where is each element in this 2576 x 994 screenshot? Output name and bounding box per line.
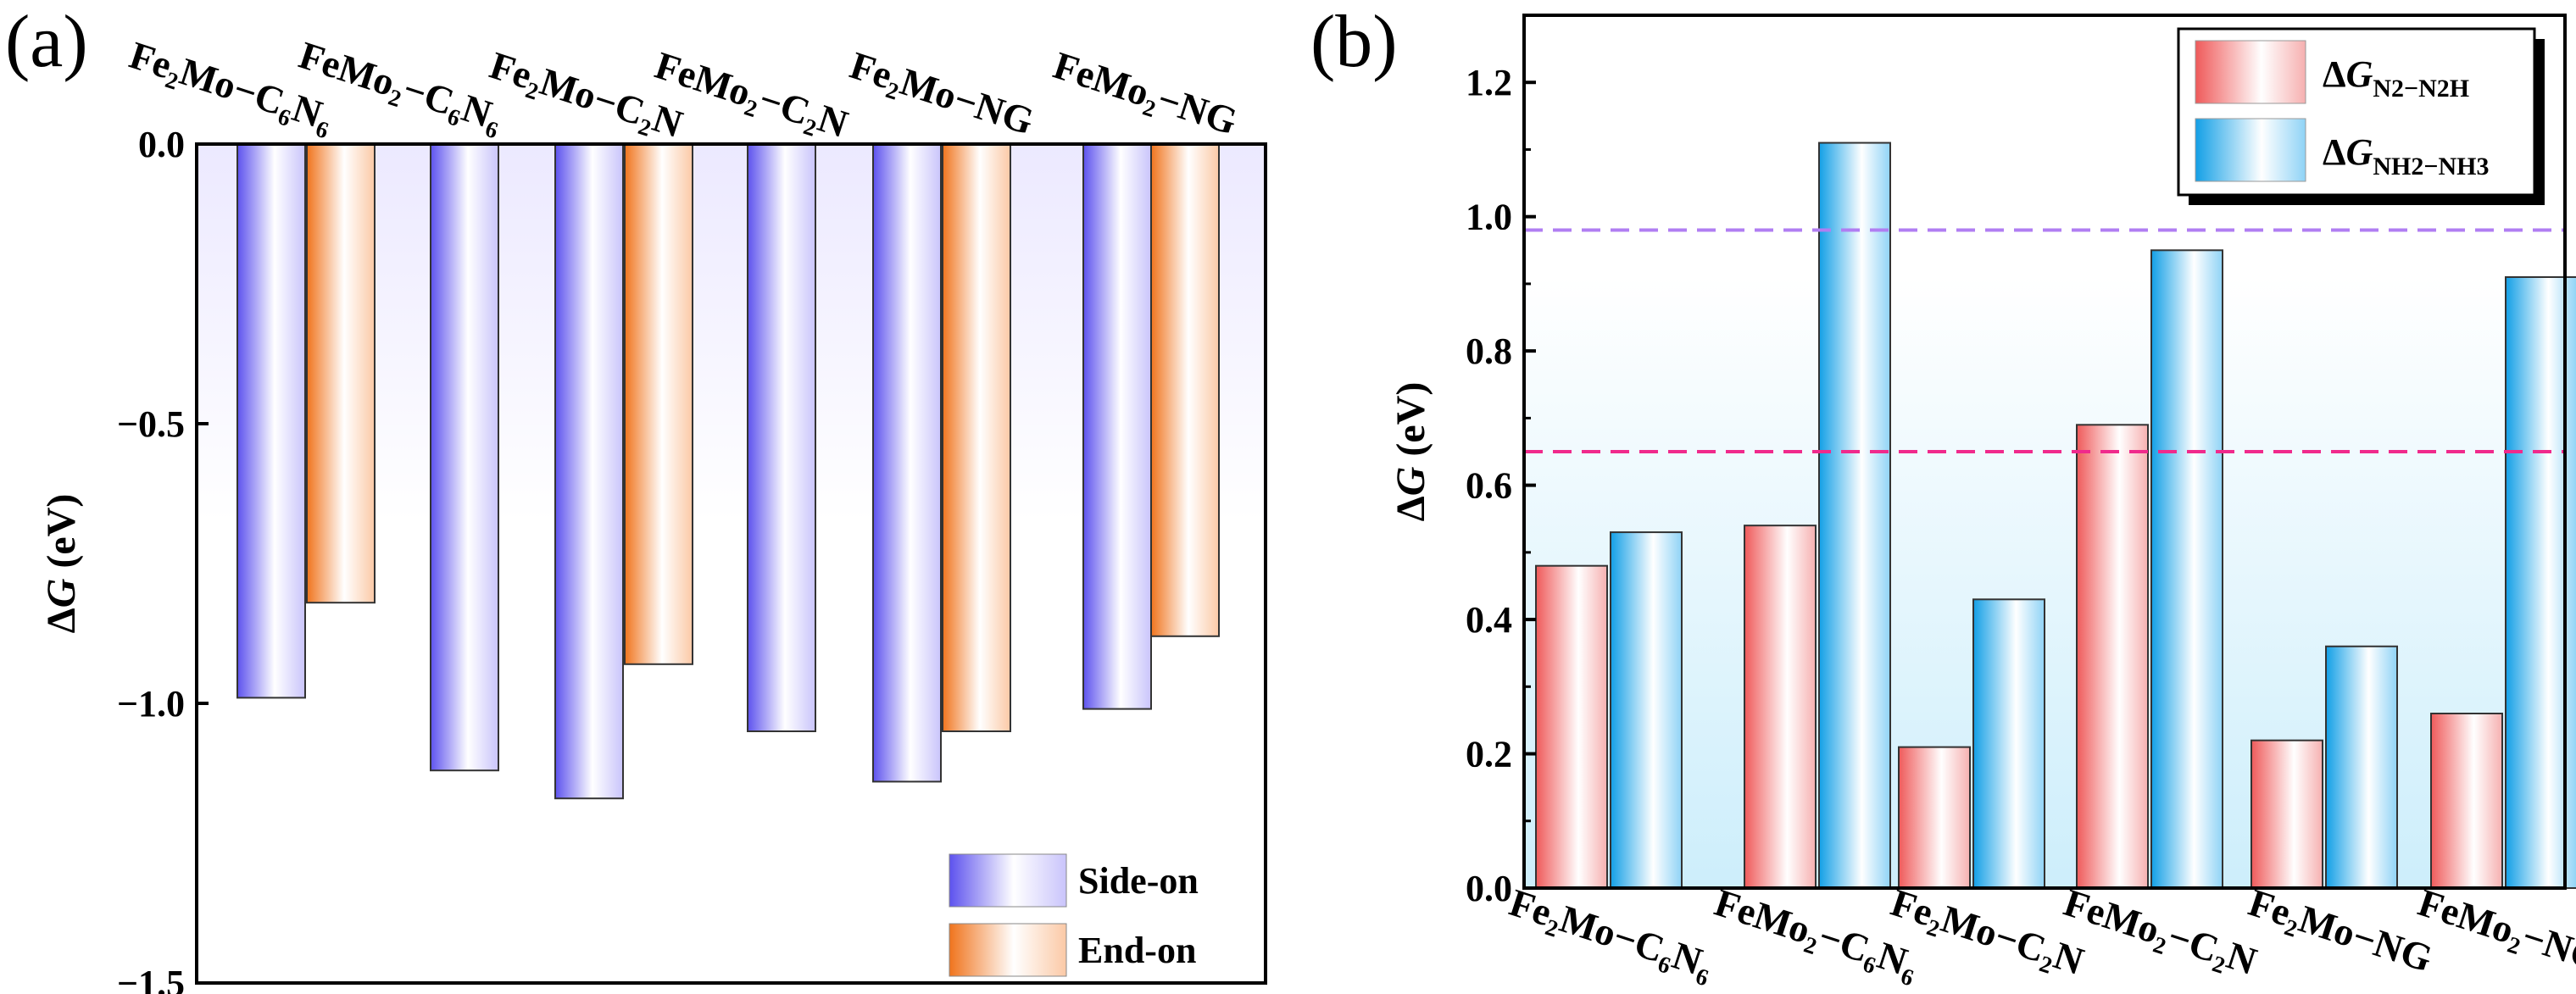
category-label: Fe₂Mo−NG [845, 43, 1039, 143]
legend-swatch-nh2-nh3 [2195, 118, 2306, 182]
category-label: FeMo₂−NG [2413, 880, 2576, 980]
bar-nh2-nh3 [2325, 645, 2398, 889]
y-tick-label: 0.4 [1466, 599, 1512, 641]
bar-side-on [236, 143, 306, 699]
bar-side-on [430, 143, 499, 772]
category-label: FeMo₂−NG [1049, 43, 1243, 143]
bar-nh2-nh3 [1610, 531, 1683, 889]
category-label: Fe₂Mo−C₂N [485, 43, 687, 146]
panel-a-chart: 0.0−0.5−1.0−1.5 ΔG (eV) Fe₂Mo−C₆N₆FeMo₂−… [39, 33, 1267, 994]
y-tick-label: −1.0 [117, 683, 185, 725]
panel-a-y-axis-label: ΔG (eV) [39, 494, 84, 634]
y-tick-label: −1.5 [117, 963, 185, 994]
y-tick-label: 0.8 [1466, 330, 1512, 372]
bar-n2-n2h [2251, 739, 2323, 890]
legend-label-n2-n2h: ΔGN2−N2H [2323, 53, 2469, 103]
panel-b-chart: 0.0 0.2 0.4 0.6 0.8 1.0 1.2 ΔG (eV) Fe₂Mo−C₆N₆… [1388, 14, 2576, 986]
legend-swatch-n2-n2h [2195, 40, 2306, 104]
panel-b-y-axis-label: ΔG (eV) [1388, 382, 1433, 522]
bar-side-on [554, 143, 624, 800]
bar-end-on [306, 143, 376, 604]
category-label: FeMo₂−C₆N₆ [1710, 880, 1924, 986]
legend-label-side-on: Side-on [1078, 860, 1199, 902]
bar-side-on [1082, 143, 1152, 710]
panel-label-a: (a) [5, 1, 88, 83]
panel-label-b: (b) [1310, 1, 1398, 83]
legend-swatch-side-on [949, 853, 1067, 908]
bar-side-on [872, 143, 942, 783]
bar-n2-n2h [1535, 564, 1608, 889]
bar-nh2-nh3 [1818, 142, 1891, 890]
bar-end-on [942, 143, 1011, 732]
category-label: FeMo₂−C₂N [650, 43, 853, 146]
y-tick-label: 0.6 [1466, 465, 1512, 507]
y-tick-label: 1.0 [1466, 197, 1512, 238]
panel-b-frame [1522, 14, 2567, 890]
bar-n2-n2h [1898, 746, 1971, 889]
legend-swatch-end-on [949, 923, 1067, 977]
category-label: FeMo₂−C₂N [2059, 880, 2262, 983]
bar-n2-n2h [2076, 424, 2149, 889]
panel-b-legend: ΔGN2−N2H ΔGNH2−NH3 [2177, 27, 2545, 205]
y-tick-label: 0.2 [1466, 734, 1512, 775]
bar-n2-n2h [2430, 713, 2503, 889]
legend-label-nh2-nh3: ΔGNH2−NH3 [2323, 131, 2489, 180]
panel-a-frame [195, 142, 1267, 985]
bar-nh2-nh3 [2150, 249, 2223, 889]
legend-label-end-on: End-on [1078, 930, 1196, 971]
bar-end-on [1150, 143, 1220, 637]
bar-nh2-nh3 [1972, 598, 2045, 889]
bar-n2-n2h [1744, 525, 1817, 890]
bar-end-on [624, 143, 693, 665]
bar-side-on [747, 143, 816, 732]
category-label: Fe₂Mo−NG [2244, 880, 2438, 980]
category-label: Fe₂Mo−C₆N₆ [1505, 880, 1719, 986]
y-tick-label: 0.0 [138, 124, 185, 165]
y-tick-label: 0.0 [1466, 868, 1512, 909]
y-tick-label: −0.5 [117, 403, 185, 445]
panel-a-legend: Side-on End-on [949, 853, 1199, 977]
y-tick-label: 1.2 [1466, 62, 1512, 103]
